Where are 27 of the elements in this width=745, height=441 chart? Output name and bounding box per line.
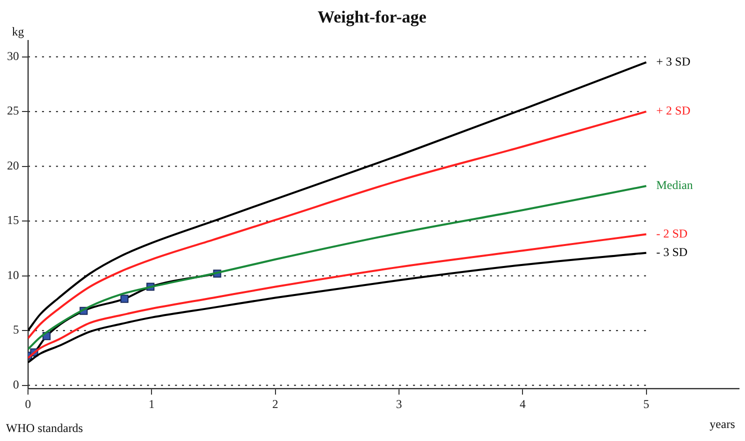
y-tick-label: 15 bbox=[7, 213, 19, 228]
y-tick-label: 25 bbox=[7, 104, 19, 118]
y-tick-label: 0 bbox=[13, 377, 19, 392]
series-label: + 2 SD bbox=[656, 104, 691, 118]
y-tick-label: 5 bbox=[13, 322, 19, 337]
line-series bbox=[28, 185, 648, 350]
text: WHO standards bbox=[6, 421, 84, 436]
x-tick-label: 2 bbox=[272, 396, 278, 411]
series-label: - 3 SD bbox=[656, 244, 688, 259]
line-series bbox=[28, 61, 648, 332]
y-tick-label: 20 bbox=[7, 158, 19, 172]
line-series bbox=[28, 110, 648, 340]
y-axis-title: kg bbox=[12, 24, 24, 39]
x-tick-label: 3 bbox=[396, 396, 402, 411]
series-label: - 2 SD bbox=[656, 226, 688, 240]
x-tick-label: 4 bbox=[520, 396, 526, 411]
series-label: + 3 SD bbox=[656, 54, 691, 68]
line-series bbox=[28, 233, 648, 359]
chart-title: Weight-for-age bbox=[318, 8, 427, 27]
x-tick-label: 5 bbox=[643, 396, 650, 411]
x-tick-label: 1 bbox=[148, 396, 155, 411]
x-tick-label: 0 bbox=[25, 396, 31, 411]
series-label: Median bbox=[656, 178, 693, 192]
y-tick-label: 30 bbox=[7, 48, 19, 63]
x-axis-title: years bbox=[710, 417, 736, 432]
line-series bbox=[28, 252, 648, 364]
y-tick-label: 10 bbox=[7, 268, 19, 282]
